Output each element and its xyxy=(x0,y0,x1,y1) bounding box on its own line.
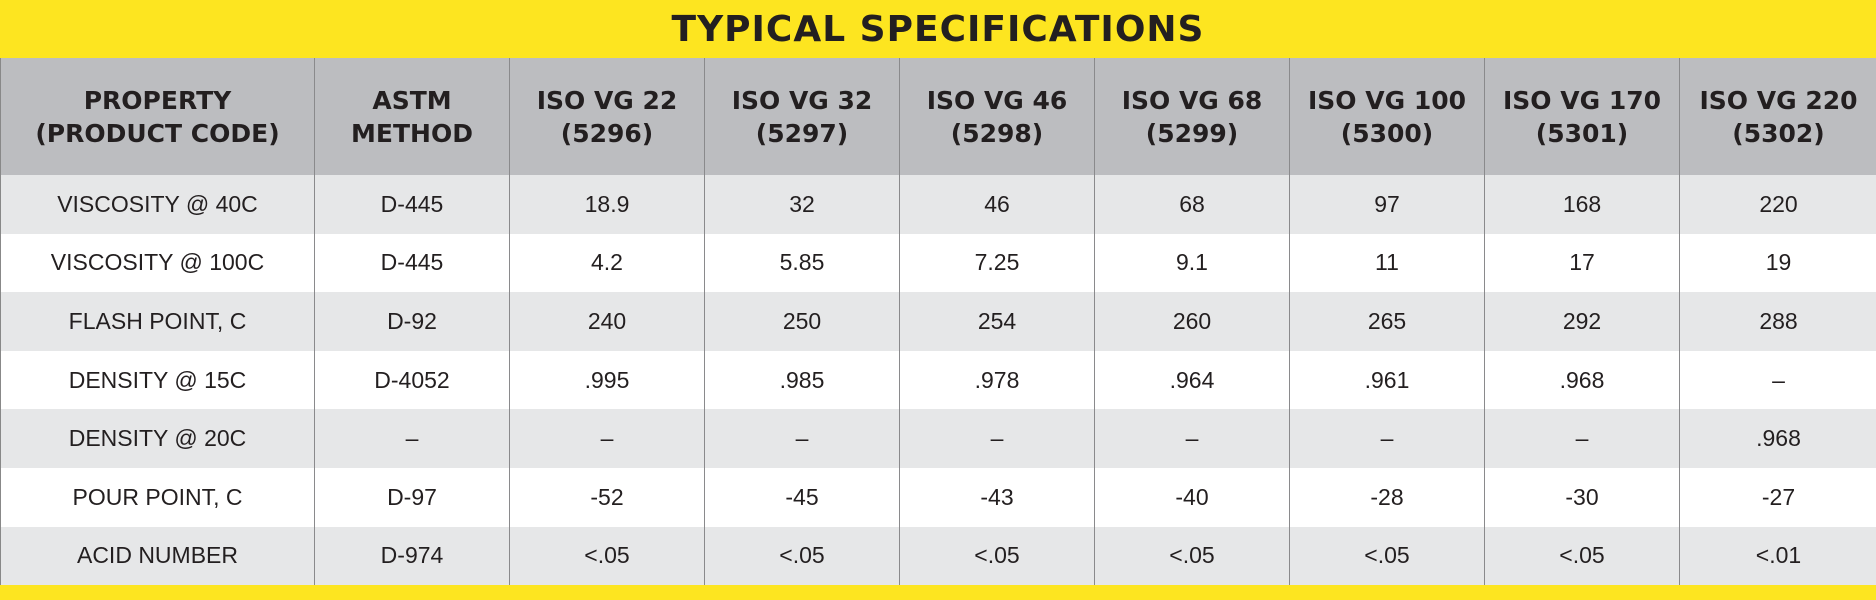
table-cell: 260 xyxy=(1094,292,1289,351)
header-line: (PRODUCT CODE) xyxy=(35,118,280,148)
table-cell: <.05 xyxy=(1094,526,1289,586)
table-cell: .978 xyxy=(899,350,1094,410)
table-cell: 32 xyxy=(704,175,899,234)
header-line: ISO VG 170 xyxy=(1502,85,1662,115)
table-cell: – xyxy=(314,409,509,468)
row-label: VISCOSITY @ 100C xyxy=(1,233,314,293)
table-cell: 68 xyxy=(1094,175,1289,234)
column-header: ISO VG 32 (5297) xyxy=(704,58,899,175)
table-cell: 11 xyxy=(1289,233,1484,293)
header-line: ISO VG 220 xyxy=(1699,85,1858,115)
table-cell: – xyxy=(704,409,899,468)
header-line: (5298) xyxy=(950,118,1044,148)
table-cell: -45 xyxy=(704,467,899,527)
header-line: (5296) xyxy=(560,118,654,148)
column-header: ASTM METHOD xyxy=(314,58,509,175)
header-line: (5299) xyxy=(1145,118,1239,148)
table-cell: -43 xyxy=(899,467,1094,527)
table-cell: -52 xyxy=(509,467,704,527)
table-cell: <.05 xyxy=(509,526,704,586)
table-cell: – xyxy=(1484,409,1679,468)
table-cell: D-92 xyxy=(314,292,509,351)
table-cell: 240 xyxy=(509,292,704,351)
table-cell: D-4052 xyxy=(314,350,509,410)
table-cell: 254 xyxy=(899,292,1094,351)
row-label: POUR POINT, C xyxy=(1,467,314,527)
column-header: ISO VG 170 (5301) xyxy=(1484,58,1679,175)
header-line: PROPERTY xyxy=(83,85,232,115)
column-header: ISO VG 22 (5296) xyxy=(509,58,704,175)
table-cell: 5.85 xyxy=(704,233,899,293)
table-cell: 265 xyxy=(1289,292,1484,351)
table-cell: 9.1 xyxy=(1094,233,1289,293)
row-label: VISCOSITY @ 40C xyxy=(1,175,314,234)
column-header: ISO VG 220 (5302) xyxy=(1679,58,1876,175)
table-cell: – xyxy=(899,409,1094,468)
row-label: DENSITY @ 15C xyxy=(1,350,314,410)
table-cell: .968 xyxy=(1679,409,1876,468)
table-cell: D-97 xyxy=(314,467,509,527)
table-cell: 288 xyxy=(1679,292,1876,351)
table-cell: .961 xyxy=(1289,350,1484,410)
table-cell: – xyxy=(509,409,704,468)
row-label: ACID NUMBER xyxy=(1,526,314,586)
table-cell: 292 xyxy=(1484,292,1679,351)
header-line: ISO VG 68 xyxy=(1121,85,1263,115)
table-cell: – xyxy=(1679,350,1876,410)
column-header: PROPERTY (PRODUCT CODE) xyxy=(1,58,314,175)
table-cell: -40 xyxy=(1094,467,1289,527)
table-cell: .985 xyxy=(704,350,899,410)
table-cell: .995 xyxy=(509,350,704,410)
spec-table: PROPERTY (PRODUCT CODE) ASTM METHOD ISO VG 2… xyxy=(0,58,1876,586)
header-line: ISO VG 32 xyxy=(731,85,873,115)
table-cell: -27 xyxy=(1679,467,1876,527)
table-cell: -30 xyxy=(1484,467,1679,527)
table-cell: – xyxy=(1094,409,1289,468)
table-cell: 7.25 xyxy=(899,233,1094,293)
table-cell: <.05 xyxy=(899,526,1094,586)
column-header: ISO VG 100 (5300) xyxy=(1289,58,1484,175)
row-label: FLASH POINT, C xyxy=(1,292,314,351)
table-cell: 18.9 xyxy=(509,175,704,234)
table-cell: 4.2 xyxy=(509,233,704,293)
table-cell: 220 xyxy=(1679,175,1876,234)
table-cell: D-445 xyxy=(314,175,509,234)
table-cell: – xyxy=(1289,409,1484,468)
table-cell: .968 xyxy=(1484,350,1679,410)
table-cell: -28 xyxy=(1289,467,1484,527)
header-line: METHOD xyxy=(351,118,473,148)
table-cell: 17 xyxy=(1484,233,1679,293)
header-line: (5297) xyxy=(755,118,849,148)
row-label: DENSITY @ 20C xyxy=(1,409,314,468)
table-cell: 46 xyxy=(899,175,1094,234)
column-header: ISO VG 46 (5298) xyxy=(899,58,1094,175)
table-cell: <.01 xyxy=(1679,526,1876,586)
header-line: ASTM xyxy=(372,85,452,115)
table-cell: .964 xyxy=(1094,350,1289,410)
table-cell: <.05 xyxy=(1289,526,1484,586)
table-cell: D-445 xyxy=(314,233,509,293)
table-cell: 168 xyxy=(1484,175,1679,234)
table-cell: <.05 xyxy=(704,526,899,586)
header-line: ISO VG 22 xyxy=(536,85,678,115)
title: TYPICAL SPECIFICATIONS xyxy=(671,9,1205,50)
header-line: ISO VG 46 xyxy=(926,85,1068,115)
column-header: ISO VG 68 (5299) xyxy=(1094,58,1289,175)
table-cell: 250 xyxy=(704,292,899,351)
table-cell: 19 xyxy=(1679,233,1876,293)
table-cell: <.05 xyxy=(1484,526,1679,586)
table-cell: 97 xyxy=(1289,175,1484,234)
header-line: ISO VG 100 xyxy=(1307,85,1467,115)
table-cell: D-974 xyxy=(314,526,509,586)
header-line: (5300) xyxy=(1340,118,1434,148)
header-line: (5302) xyxy=(1732,118,1825,148)
header-line: (5301) xyxy=(1535,118,1629,148)
